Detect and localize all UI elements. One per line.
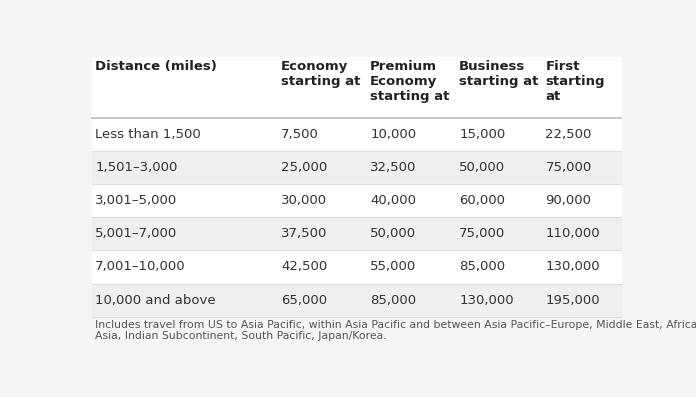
Text: 40,000: 40,000: [370, 194, 416, 207]
Text: 55,000: 55,000: [370, 260, 416, 274]
Text: 25,000: 25,000: [281, 161, 327, 174]
Text: 75,000: 75,000: [546, 161, 592, 174]
Text: Includes travel from US to Asia Pacific, within Asia Pacific and between Asia Pa: Includes travel from US to Asia Pacific,…: [95, 320, 696, 341]
Text: 75,000: 75,000: [459, 227, 505, 240]
Text: 42,500: 42,500: [281, 260, 327, 274]
Text: 110,000: 110,000: [546, 227, 600, 240]
Text: 22,500: 22,500: [546, 128, 592, 141]
Text: 15,000: 15,000: [459, 128, 505, 141]
Text: 60,000: 60,000: [459, 194, 505, 207]
Text: 130,000: 130,000: [459, 294, 514, 306]
Text: Economy
starting at: Economy starting at: [281, 60, 361, 88]
Text: 90,000: 90,000: [546, 194, 592, 207]
Text: 85,000: 85,000: [459, 260, 505, 274]
Text: 10,000: 10,000: [370, 128, 416, 141]
Text: Business
starting at: Business starting at: [459, 60, 539, 88]
Text: 195,000: 195,000: [546, 294, 600, 306]
Text: 65,000: 65,000: [281, 294, 327, 306]
Text: 130,000: 130,000: [546, 260, 600, 274]
Text: Premium
Economy
starting at: Premium Economy starting at: [370, 60, 450, 103]
Text: 7,001–10,000: 7,001–10,000: [95, 260, 186, 274]
Text: 10,000 and above: 10,000 and above: [95, 294, 216, 306]
Text: 37,500: 37,500: [281, 227, 328, 240]
Text: 32,500: 32,500: [370, 161, 417, 174]
Text: 50,000: 50,000: [459, 161, 505, 174]
Text: Less than 1,500: Less than 1,500: [95, 128, 201, 141]
Text: 50,000: 50,000: [370, 227, 416, 240]
Text: 7,500: 7,500: [281, 128, 319, 141]
Text: 3,001–5,000: 3,001–5,000: [95, 194, 177, 207]
Text: 5,001–7,000: 5,001–7,000: [95, 227, 177, 240]
Text: 30,000: 30,000: [281, 194, 327, 207]
Text: First
starting
at: First starting at: [546, 60, 605, 103]
Text: 1,501–3,000: 1,501–3,000: [95, 161, 177, 174]
Text: 85,000: 85,000: [370, 294, 416, 306]
Text: Distance (miles): Distance (miles): [95, 60, 217, 73]
